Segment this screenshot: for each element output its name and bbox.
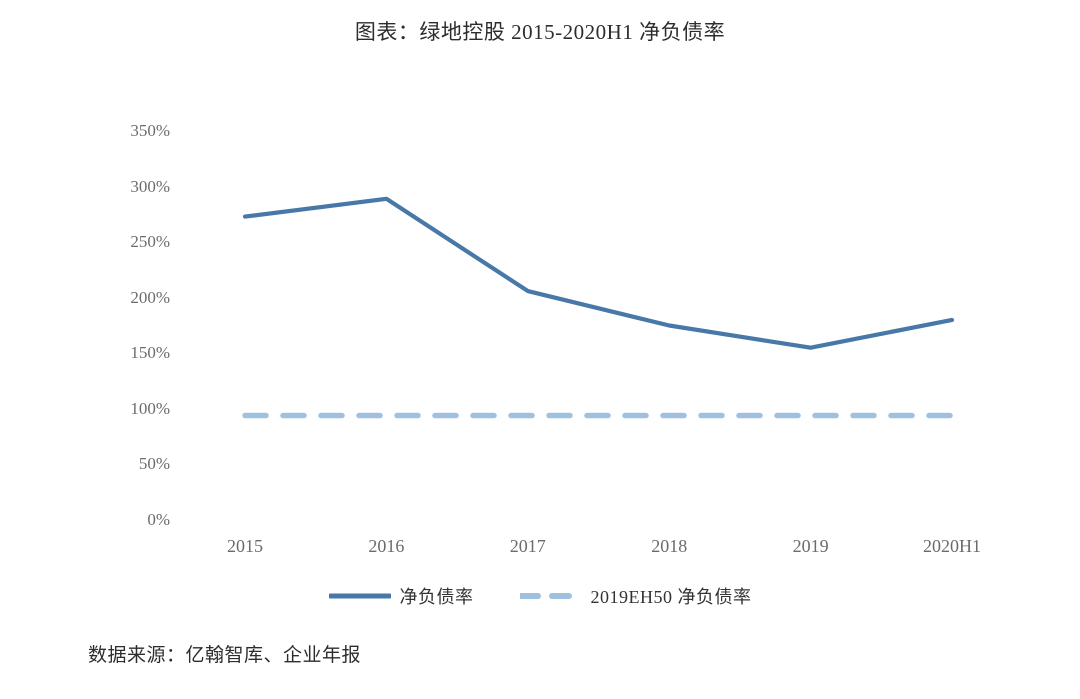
plot-svg: [242, 196, 955, 419]
x-axis-tick-label: 2017: [509, 536, 546, 556]
legend-entry[interactable]: 2019EH50 净负债率: [519, 583, 752, 609]
x-axis-tick-label: 2020H1: [923, 536, 981, 556]
x-axis-tick-label: 2019: [792, 536, 829, 556]
legend-dashed-line-icon: [519, 593, 582, 599]
chart-title: 图表：绿地控股 2015-2020H1 净负债率: [354, 20, 726, 44]
y-axis-tick-label: 350%: [130, 121, 170, 140]
x-axis-tick-label: 2016: [368, 536, 405, 556]
y-axis-tick-label: 50%: [138, 454, 170, 474]
legend-solid-line-icon: [328, 593, 391, 599]
x-axis-tick-label: 2015: [227, 536, 263, 556]
y-axis-tick-label: 250%: [130, 232, 170, 252]
y-axis-tick-label: 0%: [147, 510, 170, 529]
y-axis-tick-label: 200%: [130, 287, 170, 307]
y-axis: 0% 50% 100% 150% 200% 250% 300% 350%: [100, 121, 170, 529]
legend-entry[interactable]: 净负债率: [328, 583, 474, 609]
x-axis-tick-label: 2018: [651, 536, 688, 556]
y-axis-tick-label: 100%: [130, 398, 170, 418]
legend-label: 净负债率: [399, 587, 474, 607]
x-axis: 2015 2016 2017 2018 2019 2020H1: [180, 536, 1010, 562]
plot-area: [180, 131, 1010, 520]
y-axis-tick-label: 300%: [130, 176, 170, 196]
source-note: 数据来源：亿翰智库、企业年报: [88, 645, 362, 666]
net-gearing-ratio-line: [242, 196, 955, 350]
y-axis-tick-label: 150%: [130, 343, 170, 363]
chart-legend: 净负债率 2019EH50 净负债率: [0, 583, 1080, 609]
legend-label: 2019EH50 净负债率: [590, 587, 752, 607]
